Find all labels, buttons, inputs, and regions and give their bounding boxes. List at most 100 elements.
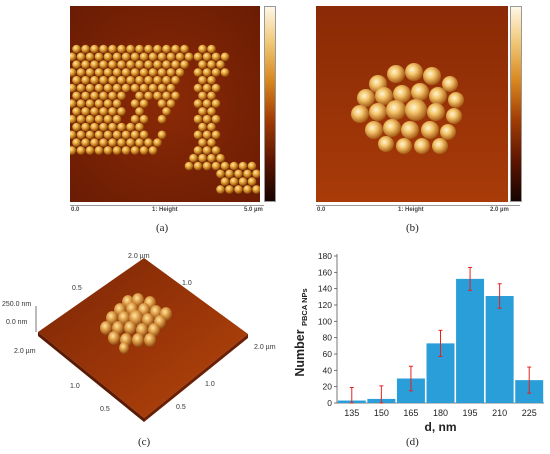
nanoparticle — [162, 75, 171, 85]
nanoparticle — [139, 52, 149, 62]
nanoparticle — [369, 103, 387, 121]
scalebar-line-b — [316, 205, 520, 206]
nanoparticle — [90, 60, 99, 69]
nanoparticle — [411, 83, 429, 101]
nanoparticle — [130, 68, 140, 77]
nanoparticle — [126, 122, 135, 132]
nanoparticle — [193, 114, 203, 124]
nanoparticle — [157, 99, 167, 108]
nanoparticle — [90, 91, 99, 101]
nanoparticle — [198, 75, 207, 85]
nanoparticle — [211, 68, 221, 77]
nanoparticle — [76, 52, 86, 62]
nanoparticle — [365, 121, 383, 139]
nanoparticle — [207, 60, 216, 69]
nanoparticle — [216, 60, 225, 69]
nanoparticle — [207, 122, 216, 132]
nanoparticle — [193, 99, 203, 108]
nanoparticle — [198, 122, 207, 132]
nanoparticle — [72, 91, 81, 101]
nanoparticle — [103, 130, 113, 140]
y-tick-label: 40 — [323, 365, 333, 375]
nanoparticle — [211, 146, 221, 155]
nanoparticle — [108, 122, 117, 132]
nanoparticle — [135, 60, 144, 69]
y-tick-label: 160 — [318, 267, 332, 277]
nanoparticle — [108, 44, 117, 54]
colorbar-a — [264, 6, 276, 202]
nanoparticle — [108, 60, 117, 69]
x-tick-label: 210 — [492, 408, 507, 418]
nanoparticle — [211, 130, 221, 140]
nanoparticle — [76, 83, 86, 93]
nanoparticle — [135, 44, 144, 54]
nanoparticle — [180, 60, 189, 69]
nanoparticle — [103, 52, 113, 62]
y-tick-label: 120 — [318, 300, 332, 310]
caption-c: (c) — [138, 436, 151, 448]
nanoparticle — [211, 83, 221, 93]
nanoparticle — [130, 146, 140, 155]
nanoparticle — [85, 68, 95, 77]
nanoparticle — [76, 99, 86, 108]
nanoparticle — [198, 44, 207, 54]
nanoparticle — [414, 138, 430, 154]
nanoparticle — [121, 52, 131, 62]
nanoparticle — [225, 169, 234, 179]
nanoparticle — [90, 138, 99, 147]
nanoparticle — [108, 138, 117, 147]
nanoparticle — [108, 75, 117, 85]
nanoparticle — [193, 52, 203, 62]
nanoparticle — [135, 138, 144, 147]
nanoparticle — [94, 130, 104, 140]
nanoparticle — [99, 138, 108, 147]
scale-channel-a: 1: Height — [152, 207, 178, 213]
nanoparticle-3d — [142, 313, 154, 327]
nanoparticle — [198, 138, 207, 147]
nanoparticle — [427, 103, 445, 121]
nanoparticle — [85, 114, 95, 124]
nanoparticle — [90, 75, 99, 85]
nanoparticle — [202, 146, 212, 155]
x-tick-label: 165 — [403, 408, 418, 418]
scale-end-a: 5.0 µm — [244, 207, 263, 213]
nanoparticle — [220, 177, 230, 186]
nanoparticle — [76, 68, 86, 77]
nanoparticle — [72, 138, 81, 147]
nanoparticle-3d — [132, 333, 144, 347]
caption-a: (a) — [156, 222, 169, 234]
nanoparticle-3d — [118, 311, 130, 325]
nanoparticle — [112, 83, 122, 93]
nanoparticle — [229, 177, 239, 186]
nanoparticle — [153, 91, 162, 101]
caption-b: (b) — [406, 222, 419, 234]
nanoparticle — [85, 130, 95, 140]
y-tick-label: 60 — [323, 349, 333, 359]
nanoparticle — [238, 161, 248, 171]
nanoparticle — [216, 153, 225, 163]
nanoparticle — [130, 99, 140, 108]
nanoparticle — [117, 138, 126, 147]
nanoparticle — [70, 99, 77, 108]
nanoparticle — [117, 44, 126, 54]
right-corner-label: 2.0 µm — [254, 344, 276, 351]
nanoparticle — [193, 68, 203, 77]
nanoparticle — [112, 114, 122, 124]
nanoparticle — [85, 99, 95, 108]
scale-channel-b: 1: Height — [398, 207, 424, 213]
nanoparticle — [144, 44, 153, 54]
nanoparticle — [135, 75, 144, 85]
nanoparticle — [108, 107, 117, 116]
nanoparticle — [130, 130, 140, 140]
nanoparticle — [99, 60, 108, 69]
nanoparticle — [135, 91, 144, 101]
nanoparticle — [180, 44, 189, 54]
nanoparticle-3d — [119, 342, 129, 354]
nanoparticle — [72, 122, 81, 132]
back-left-tick-label: 0.5 — [72, 285, 82, 292]
nanoparticle — [94, 114, 104, 124]
y-tick-label: 140 — [318, 284, 332, 294]
z-axis-top-label: 250.0 nm — [2, 301, 32, 308]
nanoparticle — [112, 146, 122, 155]
nanoparticle — [153, 75, 162, 85]
